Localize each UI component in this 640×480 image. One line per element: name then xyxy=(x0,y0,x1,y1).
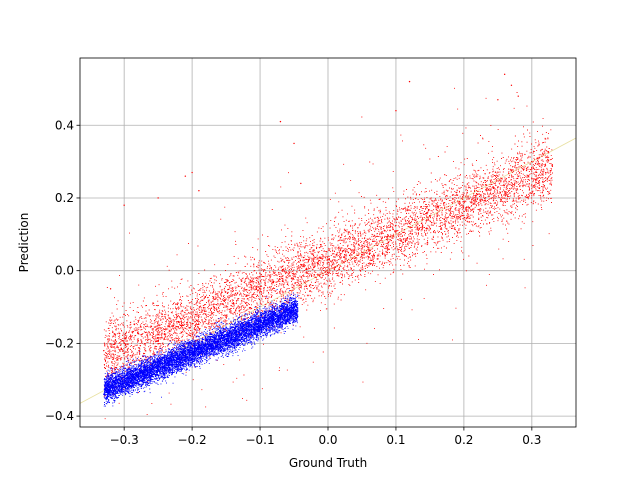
series-1-point xyxy=(191,349,193,352)
series-0-point xyxy=(327,259,329,261)
series-1-point xyxy=(218,339,220,341)
series-0-point xyxy=(517,175,519,177)
x-tick-label: 0.1 xyxy=(386,433,405,447)
series-0-point xyxy=(204,313,207,316)
y-tick-label: 0.4 xyxy=(55,118,74,132)
series-0-point xyxy=(191,171,193,174)
series-0-point xyxy=(245,295,248,297)
series-1-point xyxy=(232,331,234,334)
series-1-point xyxy=(245,328,248,330)
series-0-point xyxy=(544,164,547,166)
series-0-point xyxy=(395,110,397,112)
series-0-point xyxy=(381,237,384,239)
series-0-point xyxy=(184,175,187,177)
series-0-point-cloud xyxy=(103,87,553,420)
series-0-point xyxy=(191,317,193,319)
series-0-point xyxy=(109,288,112,290)
series-1-point xyxy=(259,320,261,323)
series-1-point xyxy=(286,309,288,312)
series-0-point xyxy=(123,342,125,345)
series-0-point xyxy=(429,215,431,217)
series-0-point xyxy=(449,208,452,210)
series-layer xyxy=(103,73,553,420)
grid xyxy=(80,58,576,427)
series-0-point xyxy=(279,120,282,123)
series-0-point xyxy=(293,142,295,145)
series-0-point xyxy=(497,99,499,101)
series-0-point xyxy=(463,200,465,203)
series-1-point xyxy=(204,342,207,345)
x-tick-label: −0.2 xyxy=(178,433,207,447)
series-0-point xyxy=(503,73,506,76)
series-0-point xyxy=(497,186,499,188)
x-tick-label: 0.0 xyxy=(318,433,337,447)
series-0-point xyxy=(510,84,513,86)
x-axis-label: Ground Truth xyxy=(289,456,367,470)
series-0-point xyxy=(361,248,363,250)
series-1-point-cloud xyxy=(103,289,299,407)
x-tick-label: −0.1 xyxy=(245,433,274,447)
series-1-point xyxy=(103,393,105,395)
series-0-point xyxy=(293,273,295,276)
series-0-point xyxy=(259,288,261,290)
series-0-point xyxy=(395,229,397,232)
series-0-point xyxy=(177,320,180,323)
y-axis-label: Prediction xyxy=(17,213,31,273)
series-0-point xyxy=(476,193,479,196)
series-1-point xyxy=(272,313,275,316)
series-1-point xyxy=(109,389,112,392)
series-1-points xyxy=(103,289,299,407)
series-0-point xyxy=(300,182,302,185)
series-0-point xyxy=(157,197,159,199)
series-1-point xyxy=(177,357,180,359)
series-0-point xyxy=(517,95,519,97)
x-tick-label: 0.2 xyxy=(454,433,473,447)
series-0-point xyxy=(408,222,411,225)
y-tick-label: 0.2 xyxy=(55,191,74,205)
x-tick-label: −0.3 xyxy=(110,433,139,447)
series-1-point xyxy=(137,375,139,377)
series-1-point xyxy=(150,368,153,370)
series-0-point xyxy=(137,331,139,334)
series-0-point xyxy=(198,189,200,192)
y-tick-label: 0.0 xyxy=(55,264,74,278)
series-1-point xyxy=(123,382,125,385)
series-1-point xyxy=(164,364,166,366)
series-0-point xyxy=(103,349,105,352)
series-0-point xyxy=(408,80,411,83)
x-tick-label: 0.3 xyxy=(522,433,541,447)
series-0-point xyxy=(272,280,275,283)
y-tick-label: −0.4 xyxy=(45,409,74,423)
series-0-point xyxy=(123,204,125,206)
series-0-point xyxy=(313,266,316,268)
series-0-point xyxy=(531,168,533,170)
series-1-point xyxy=(293,306,295,308)
series-0-point xyxy=(157,328,159,330)
series-0-point xyxy=(123,313,125,316)
y-tick-label: −0.2 xyxy=(45,336,74,350)
series-0-point xyxy=(225,306,227,308)
series-0-point xyxy=(347,251,350,254)
axis-ticks: −0.3 −0.2 −0.1 0.0 0.1 0.2 0.3 −0.4 −0.2 0.0 0.2 0.… xyxy=(45,118,542,447)
series-0-points xyxy=(103,73,553,420)
